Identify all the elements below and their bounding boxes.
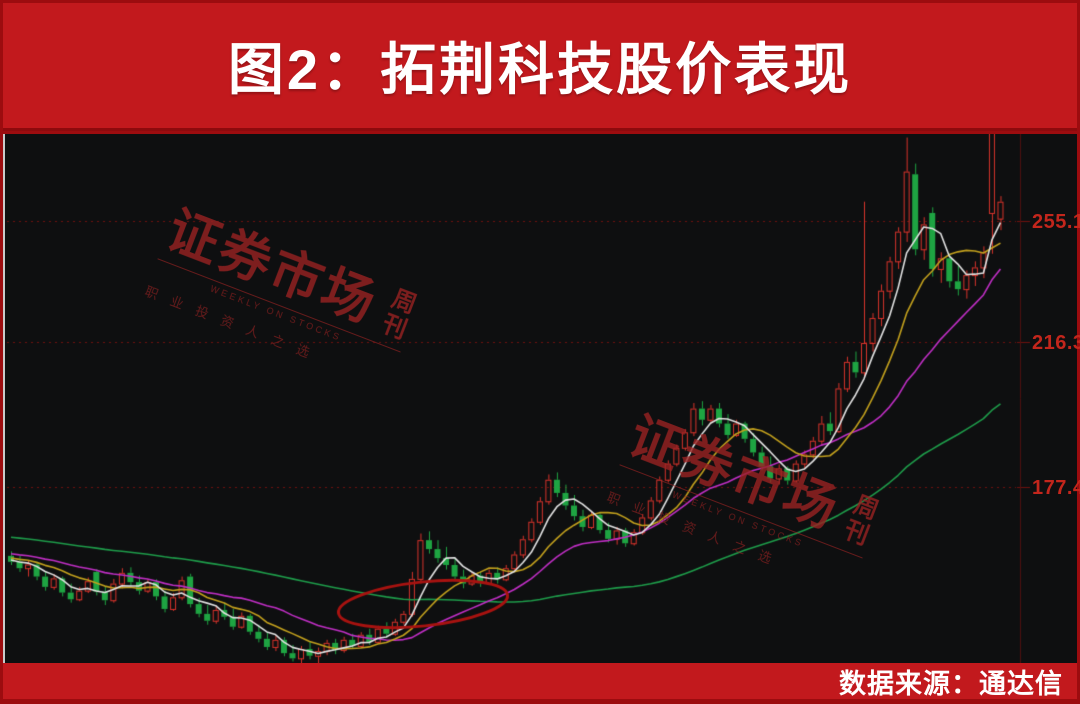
y-axis-label: 216.3 xyxy=(1032,331,1080,354)
data-source-text: 数据来源：通达信 xyxy=(839,668,1063,699)
y-axis-label: 255.1 xyxy=(1032,210,1080,233)
y-axis-label: 177.4 xyxy=(1032,476,1080,499)
chart-area: 证券市场 周刊 WEEKLY ON STOCKS 职业投资人之选 证券市场 周刊… xyxy=(3,134,1080,663)
candlestick-canvas xyxy=(3,134,1077,663)
figure-title: 图2：拓荆科技股价表现 xyxy=(227,38,853,101)
footer-banner: 数据来源：通达信 xyxy=(3,663,1077,699)
chart-left-edge-line xyxy=(3,134,5,663)
header-banner: 图2：拓荆科技股价表现 xyxy=(3,3,1077,131)
